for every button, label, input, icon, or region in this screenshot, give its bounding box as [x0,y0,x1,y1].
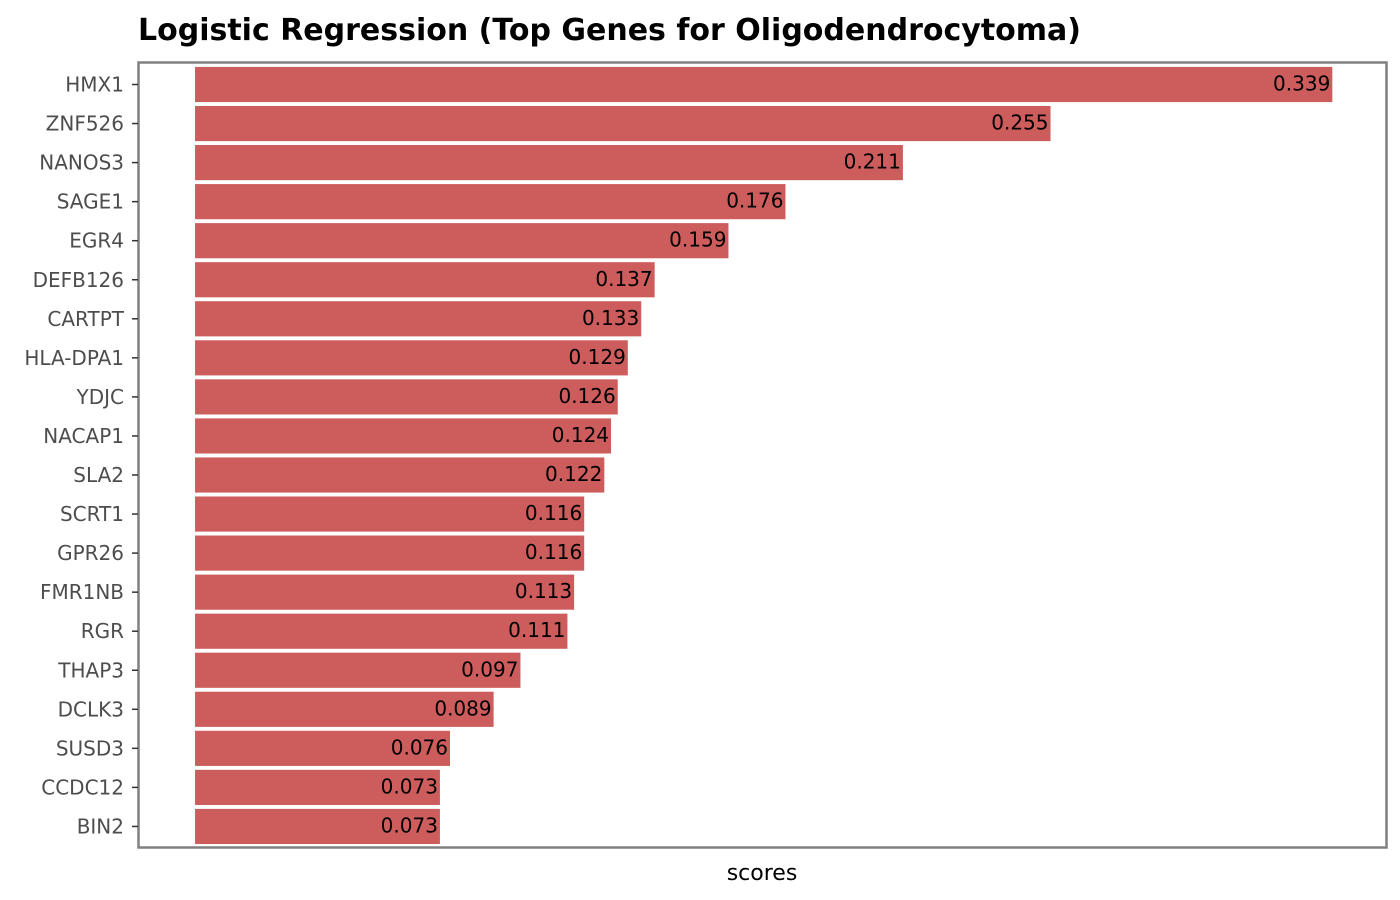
data-label: 0.137 [595,267,652,291]
data-label: 0.111 [508,618,565,642]
y-tick-label: DCLK3 [58,697,124,721]
data-label: 0.124 [552,423,609,447]
bar-nanos3 [195,145,903,181]
bar-rgr [195,613,568,649]
bar-scrt1 [195,496,585,532]
data-label: 0.339 [1273,72,1330,96]
data-label: 0.176 [726,189,783,213]
data-label: 0.073 [381,774,438,798]
bar-gpr26 [195,535,585,571]
bar-dclk3 [195,691,494,727]
y-tick-label: RGR [81,619,124,643]
y-tick-label: SCRT1 [60,502,124,526]
y-tick-label: THAP3 [57,658,124,682]
bar-thap3 [195,652,521,688]
bar-egr4 [195,223,729,259]
data-label: 0.076 [391,735,448,759]
data-label: 0.133 [582,306,639,330]
bar-sla2 [195,457,605,493]
y-tick-label: EGR4 [69,229,124,253]
plot-frame [137,61,1388,849]
y-tick-label: HLA-DPA1 [24,346,124,370]
x-axis-title: scores [727,861,798,886]
y-tick-label: CCDC12 [41,775,124,799]
bar-nacap1 [195,418,612,454]
data-label: 0.126 [558,384,615,408]
data-label: 0.089 [434,696,491,720]
bar-susd3 [195,730,450,766]
data-label: 0.129 [569,345,626,369]
bar-sage1 [195,184,786,220]
y-tick-label: SAGE1 [57,190,124,214]
y-tick-label: BIN2 [77,814,124,838]
data-label: 0.113 [515,579,572,603]
y-tick-label: CARTPT [47,307,124,331]
data-label: 0.097 [461,657,518,681]
data-label: 0.116 [525,501,582,525]
y-tick-label: NACAP1 [43,424,124,448]
y-tick-label: SLA2 [73,463,124,487]
data-label: 0.116 [525,540,582,564]
y-tick-label: GPR26 [57,541,124,565]
bar-defb126 [195,262,655,298]
chart-title: Logistic Regression (Top Genes for Oligo… [138,13,1081,48]
y-axis-ticks [132,83,138,828]
data-label: 0.122 [545,462,602,486]
bars-group [195,66,1333,845]
bar-fmr1nb [195,574,575,610]
bar-ccdc12 [195,769,440,805]
y-axis-tick-labels: HMX1 ZNF526 NANOS3 SAGE1 EGR4 DEFB126 CARTPT HL… [24,73,124,839]
y-tick-label: ZNF526 [46,112,124,136]
bar-hmx1 [195,66,1333,103]
data-label: 0.159 [669,228,726,252]
y-tick-label: DEFB126 [33,268,124,292]
y-tick-label: SUSD3 [56,736,124,760]
bar-hla-dpa1 [195,340,628,376]
data-label: 0.073 [381,813,438,837]
bar-ydjc [195,379,618,415]
bar-znf526 [195,105,1051,142]
bar-cartpt [195,301,642,337]
data-label: 0.211 [844,150,901,174]
y-tick-label: NANOS3 [39,151,124,175]
y-tick-label: FMR1NB [40,580,124,604]
y-tick-label: YDJC [76,385,124,409]
y-tick-label: HMX1 [65,73,124,97]
data-label: 0.255 [991,111,1048,135]
bar-bin2 [195,808,440,845]
